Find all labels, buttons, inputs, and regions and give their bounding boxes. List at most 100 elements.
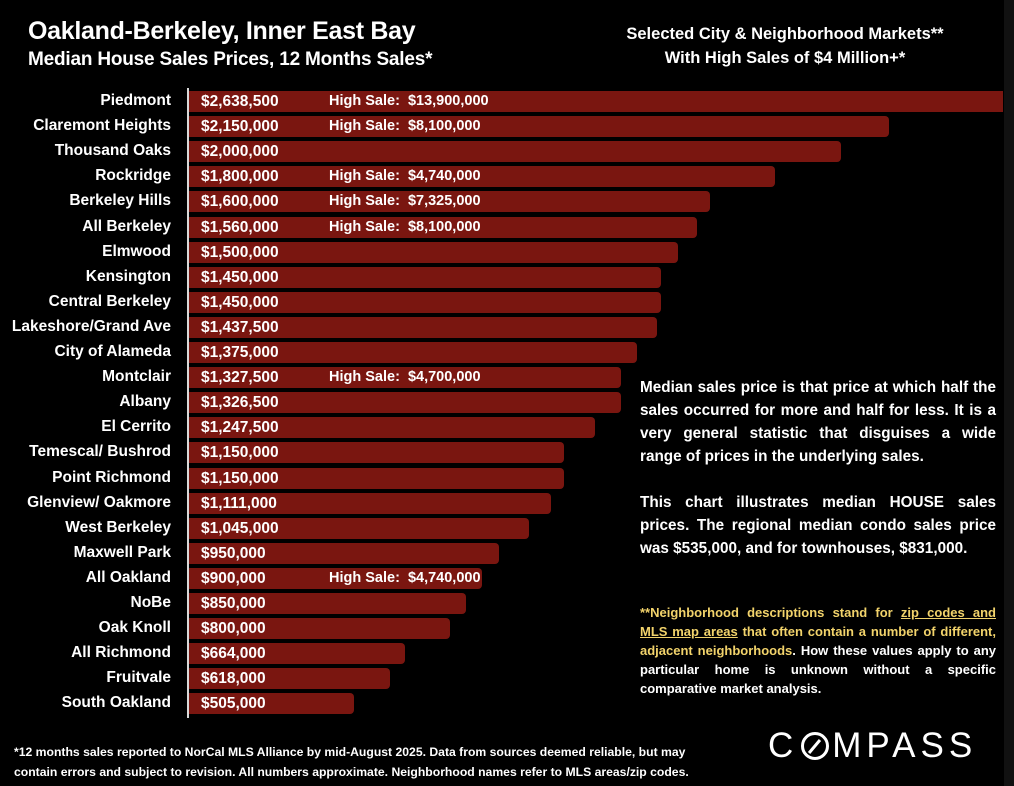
value-label: $850,000 bbox=[201, 595, 266, 612]
note-median-definition: Median sales price is that price at whic… bbox=[640, 379, 996, 465]
value-label: $1,560,000 bbox=[201, 218, 279, 236]
value-label: $1,600,000 bbox=[201, 193, 279, 211]
compass-logo: C MPASS bbox=[768, 726, 977, 766]
category-label: All Richmond bbox=[71, 644, 171, 662]
category-label: Elmwood bbox=[102, 242, 171, 260]
value-label: $2,638,500 bbox=[201, 93, 279, 110]
value-label: $900,000 bbox=[201, 569, 266, 587]
value-label: $1,150,000 bbox=[201, 469, 279, 487]
logo-text-right: MPASS bbox=[832, 726, 978, 765]
value-label: $664,000 bbox=[201, 645, 266, 663]
bar bbox=[189, 342, 637, 363]
high-sale-label: High Sale: $7,325,000 bbox=[329, 193, 481, 210]
category-label: Glenview/ Oakmore bbox=[27, 493, 171, 511]
category-label: Kensington bbox=[85, 267, 171, 285]
value-label: $505,000 bbox=[201, 695, 266, 713]
value-label: $1,500,000 bbox=[201, 243, 279, 261]
high-sale-label: High Sale: $4,740,000 bbox=[329, 168, 481, 185]
value-label: $618,000 bbox=[201, 670, 266, 688]
category-label: City of Alameda bbox=[54, 343, 171, 360]
value-label: $1,327,500 bbox=[201, 369, 279, 387]
bar bbox=[189, 367, 622, 389]
right-heading-line1: Selected City & Neighborhood Markets** bbox=[626, 25, 944, 43]
category-label: Claremont Heights bbox=[33, 117, 171, 135]
category-label: Central Berkeley bbox=[48, 292, 171, 310]
category-label: Albany bbox=[119, 393, 171, 411]
note-neighborhood-disclaimer: **Neighborhood descriptions stand for zi… bbox=[640, 603, 996, 698]
bar bbox=[189, 291, 662, 313]
category-label: Piedmont bbox=[100, 92, 171, 109]
category-label: NoBe bbox=[130, 594, 171, 611]
bar bbox=[189, 266, 662, 288]
value-label: $2,000,000 bbox=[201, 143, 279, 161]
bar bbox=[189, 216, 698, 238]
disclaimer-suffix: . How these values apply to any particul… bbox=[640, 643, 996, 696]
high-sale-label: High Sale: $8,100,000 bbox=[329, 218, 481, 235]
category-label: Point Richmond bbox=[52, 468, 171, 486]
high-sale-label: High Sale: $8,100,000 bbox=[329, 118, 481, 135]
category-label: South Oakland bbox=[61, 694, 171, 712]
chart-subtitle: Median House Sales Prices, 12 Months Sal… bbox=[28, 49, 433, 70]
bar bbox=[189, 442, 564, 464]
bar bbox=[189, 116, 890, 138]
category-label: Oak Knoll bbox=[98, 619, 171, 637]
bar bbox=[189, 316, 658, 338]
bar bbox=[189, 492, 551, 514]
bar bbox=[189, 166, 776, 188]
high-sale-label: High Sale: $4,740,000 bbox=[329, 569, 481, 586]
value-label: $800,000 bbox=[201, 620, 266, 638]
category-label: El Cerrito bbox=[101, 418, 171, 436]
category-label: Lakeshore/Grand Ave bbox=[11, 317, 171, 335]
category-label: Maxwell Park bbox=[73, 543, 171, 561]
value-label: $1,450,000 bbox=[201, 293, 279, 311]
value-label: $2,150,000 bbox=[201, 118, 279, 136]
category-label: West Berkeley bbox=[65, 518, 171, 536]
footnote-line2: contain errors and subject to revision. … bbox=[14, 765, 689, 779]
bar bbox=[189, 467, 564, 489]
footnote: *12 months sales reported to NorCal MLS … bbox=[14, 742, 689, 782]
value-label: $1,437,500 bbox=[201, 318, 279, 336]
bar bbox=[189, 91, 1003, 112]
note-house-prices: This chart illustrates median HOUSE sale… bbox=[640, 494, 996, 557]
disclaimer-prefix: **Neighborhood descriptions stand for bbox=[640, 605, 901, 620]
chart-title: Oakland-Berkeley, Inner East Bay bbox=[28, 17, 416, 45]
value-label: $1,045,000 bbox=[201, 519, 279, 537]
right-heading-line2: With High Sales of $4 Million+* bbox=[664, 49, 906, 67]
category-label: All Oakland bbox=[85, 568, 171, 586]
category-label: Montclair bbox=[102, 368, 171, 386]
value-label: $950,000 bbox=[201, 544, 266, 562]
value-label: $1,450,000 bbox=[201, 268, 279, 286]
right-edge-strip bbox=[1004, 0, 1014, 786]
high-sale-label: High Sale: $13,900,000 bbox=[329, 93, 489, 109]
category-label: All Berkeley bbox=[82, 217, 171, 235]
value-label: $1,150,000 bbox=[201, 444, 279, 462]
bar bbox=[189, 417, 596, 439]
bar bbox=[189, 618, 450, 640]
high-sale-label: High Sale: $4,700,000 bbox=[329, 369, 481, 386]
value-label: $1,326,500 bbox=[201, 394, 279, 412]
bar bbox=[189, 191, 711, 213]
disclaimer-mid: that often contain a number of different… bbox=[640, 624, 997, 658]
bar bbox=[189, 542, 499, 564]
category-label: Temescal/ Bushrod bbox=[29, 443, 171, 461]
value-label: $1,247,500 bbox=[201, 419, 279, 437]
bar bbox=[189, 593, 466, 614]
disclaimer-link: zip codes and MLS map areas bbox=[640, 605, 996, 639]
value-label: $1,375,000 bbox=[201, 344, 279, 361]
value-label: $1,800,000 bbox=[201, 168, 279, 186]
footnote-line1: *12 months sales reported to NorCal MLS … bbox=[14, 745, 686, 759]
category-label: Rockridge bbox=[95, 167, 171, 185]
category-label: Thousand Oaks bbox=[54, 142, 171, 160]
logo-text-left: C bbox=[768, 726, 799, 765]
bar bbox=[189, 643, 406, 665]
bar bbox=[189, 392, 622, 414]
bar bbox=[189, 241, 678, 263]
compass-o-icon bbox=[801, 732, 830, 760]
bar bbox=[189, 693, 354, 715]
bar bbox=[189, 141, 841, 163]
right-heading: Selected City & Neighborhood Markets** W… bbox=[590, 22, 980, 70]
category-label: Fruitvale bbox=[106, 669, 171, 687]
value-label: $1,111,000 bbox=[201, 494, 277, 512]
bar bbox=[189, 567, 483, 589]
bar bbox=[189, 517, 530, 539]
